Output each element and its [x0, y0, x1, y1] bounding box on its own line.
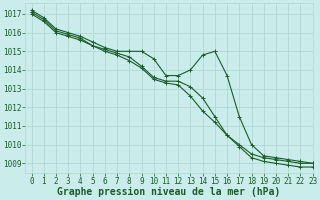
X-axis label: Graphe pression niveau de la mer (hPa): Graphe pression niveau de la mer (hPa) [57, 187, 281, 197]
